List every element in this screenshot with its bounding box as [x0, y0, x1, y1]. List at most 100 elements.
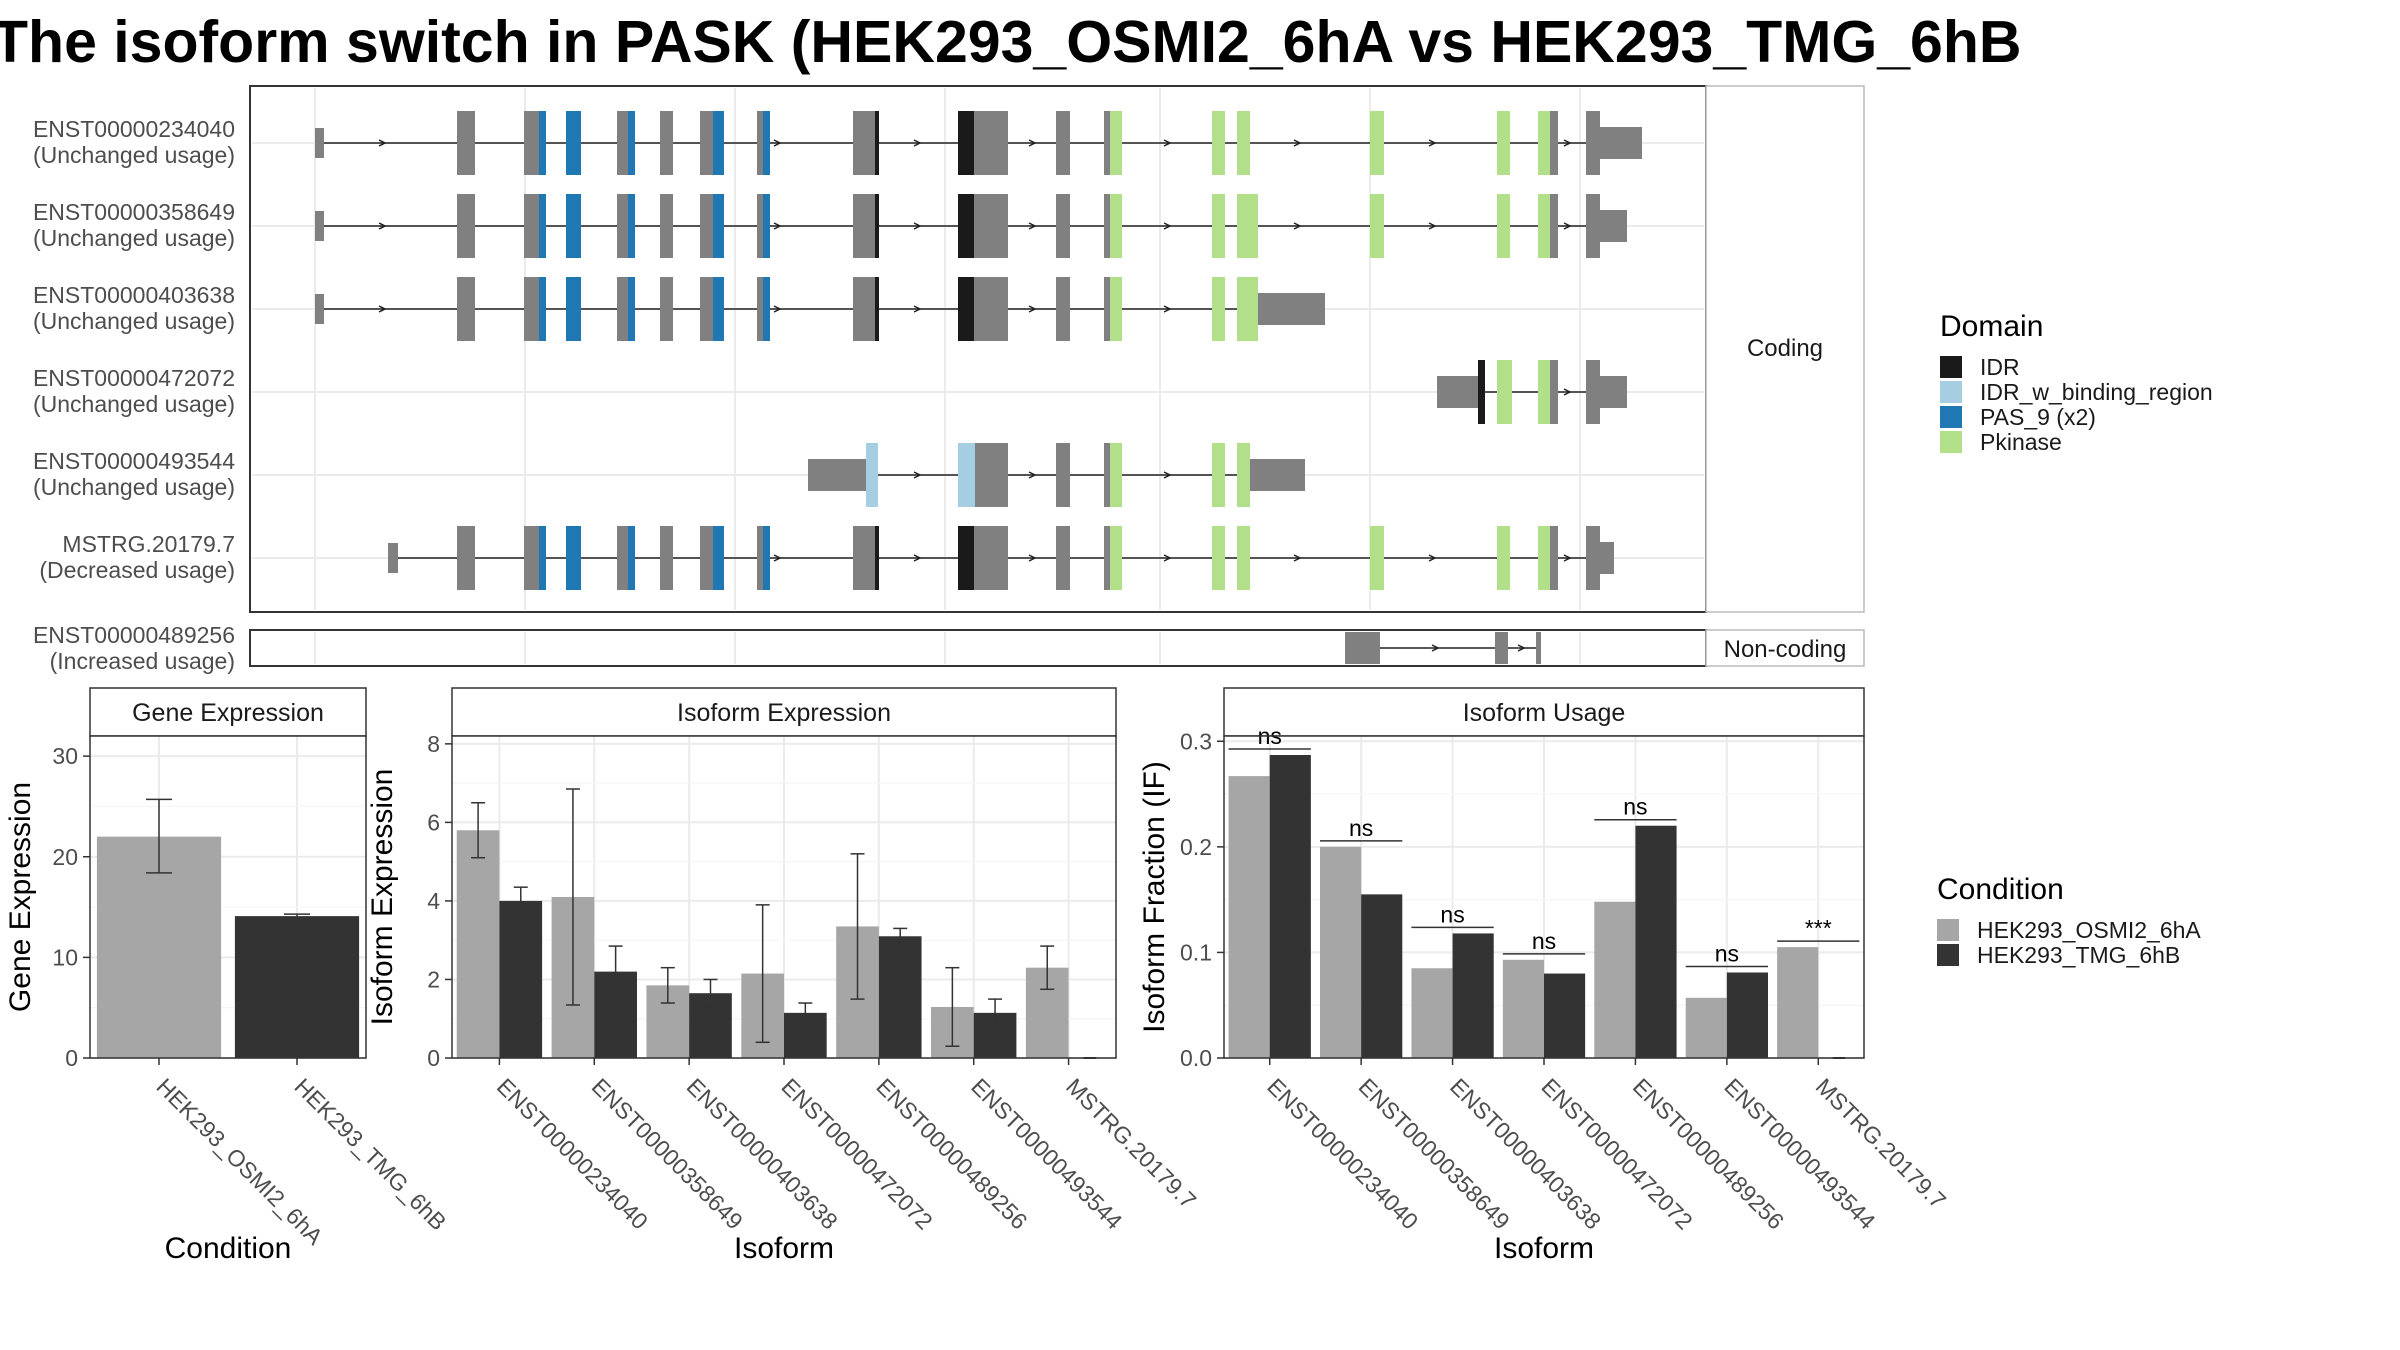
- bar: [1544, 973, 1586, 1058]
- direction-arrow: [1563, 222, 1572, 230]
- exon: [974, 194, 1008, 258]
- exon: [1600, 210, 1627, 242]
- exon: [1056, 111, 1070, 175]
- bar: [1594, 901, 1636, 1058]
- direction-arrow: [913, 554, 922, 562]
- chart-title: Isoform Expression: [677, 699, 891, 727]
- transcript-id-label: ENST00000493544: [33, 448, 235, 474]
- exon: [853, 194, 875, 258]
- exon: [1110, 526, 1122, 590]
- exon: [457, 277, 475, 341]
- y-tick-label: 0.2: [1180, 834, 1212, 860]
- direction-arrow: [1163, 305, 1172, 313]
- x-tick-label: ENST00000489256: [1628, 1073, 1789, 1234]
- exon: [1056, 443, 1070, 507]
- exon: [1212, 277, 1225, 341]
- direction-arrow: [1293, 222, 1302, 230]
- exon: [524, 526, 539, 590]
- transcript-usage-label: (Unchanged usage): [33, 391, 235, 417]
- exon: [1586, 360, 1600, 424]
- exon: [1212, 443, 1225, 507]
- direction-arrow: [773, 554, 782, 562]
- exon: [566, 277, 581, 341]
- y-tick-label: 0: [427, 1045, 440, 1071]
- transcript-usage-label: (Unchanged usage): [33, 308, 235, 334]
- x-tick-label: ENST00000472072: [1536, 1073, 1697, 1234]
- exon: [1104, 526, 1110, 590]
- exon: [757, 194, 763, 258]
- exon: [1437, 376, 1478, 408]
- exon: [1104, 111, 1110, 175]
- significance-label: ***: [1805, 915, 1832, 941]
- exon: [617, 277, 628, 341]
- transcript-usage-label: (Unchanged usage): [33, 142, 235, 168]
- transcript-id-label: MSTRG.20179.7: [62, 531, 235, 557]
- direction-arrow: [773, 305, 782, 313]
- direction-arrow: [773, 222, 782, 230]
- exon: [1104, 194, 1110, 258]
- transcript-id-label: ENST00000472072: [33, 365, 235, 391]
- transcript-MSTRG.20179.7: [388, 526, 1614, 590]
- chart-strip: [1223, 687, 1865, 737]
- transcript-usage-label: (Unchanged usage): [33, 225, 235, 251]
- exon: [1104, 443, 1110, 507]
- utr-exon: [315, 128, 324, 158]
- y-tick-label: 8: [427, 731, 440, 757]
- exon: [958, 526, 974, 590]
- noncoding-strip: [1705, 629, 1865, 667]
- exon: [1110, 443, 1122, 507]
- exon: [457, 194, 475, 258]
- exon: [1497, 360, 1512, 424]
- exon: [457, 526, 475, 590]
- y-tick-label: 6: [427, 809, 440, 835]
- transcript-id-label: ENST00000403638: [33, 282, 235, 308]
- transcript-id-label: ENST00000358649: [33, 199, 235, 225]
- exon: [660, 526, 673, 590]
- bar: [878, 936, 922, 1058]
- direction-arrow: [1163, 471, 1172, 479]
- exon: [1538, 360, 1550, 424]
- exon: [524, 277, 539, 341]
- exon: [853, 111, 875, 175]
- exon: [974, 277, 1008, 341]
- exon: [1536, 632, 1541, 664]
- exon: [1600, 376, 1627, 408]
- exon: [763, 526, 770, 590]
- y-tick-label: 0: [65, 1045, 78, 1071]
- bar: [234, 916, 360, 1058]
- exon: [1550, 111, 1558, 175]
- exon: [1212, 194, 1225, 258]
- exon: [524, 111, 539, 175]
- exon: [757, 526, 763, 590]
- transcript-usage-label: (Increased usage): [50, 648, 235, 674]
- exon: [1550, 194, 1558, 258]
- figure-title: The isoform switch in PASK (HEK293_OSMI2…: [0, 9, 2022, 75]
- domain-legend-label: IDR_w_binding_region: [1980, 379, 2213, 405]
- exon: [660, 277, 673, 341]
- significance-label: ns: [1440, 901, 1464, 927]
- plot-frame: [89, 735, 367, 1059]
- exon: [1110, 277, 1122, 341]
- exon: [566, 194, 581, 258]
- domain-legend-title: Domain: [1940, 310, 2043, 343]
- bar: [1228, 776, 1270, 1058]
- y-axis-title: Isoform Fraction (IF): [1138, 761, 1171, 1033]
- y-tick-label: 2: [427, 966, 440, 992]
- exon: [660, 194, 673, 258]
- exon: [713, 277, 724, 341]
- transcript-ENST00000493544: [808, 443, 1305, 507]
- exon: [1586, 526, 1600, 590]
- exon: [524, 194, 539, 258]
- transcript-id-label: ENST00000234040: [33, 116, 235, 142]
- significance-label: ns: [1715, 940, 1739, 966]
- exon: [1056, 194, 1070, 258]
- bar: [1685, 997, 1727, 1058]
- bar: [1320, 846, 1362, 1058]
- exon: [1550, 360, 1558, 424]
- condition-legend-label: HEK293_TMG_6hB: [1977, 942, 2180, 968]
- exon: [700, 194, 713, 258]
- chart-strip: [89, 687, 367, 737]
- exon: [974, 526, 1008, 590]
- condition-legend-label: HEK293_OSMI2_6hA: [1977, 917, 2201, 943]
- exon: [700, 277, 713, 341]
